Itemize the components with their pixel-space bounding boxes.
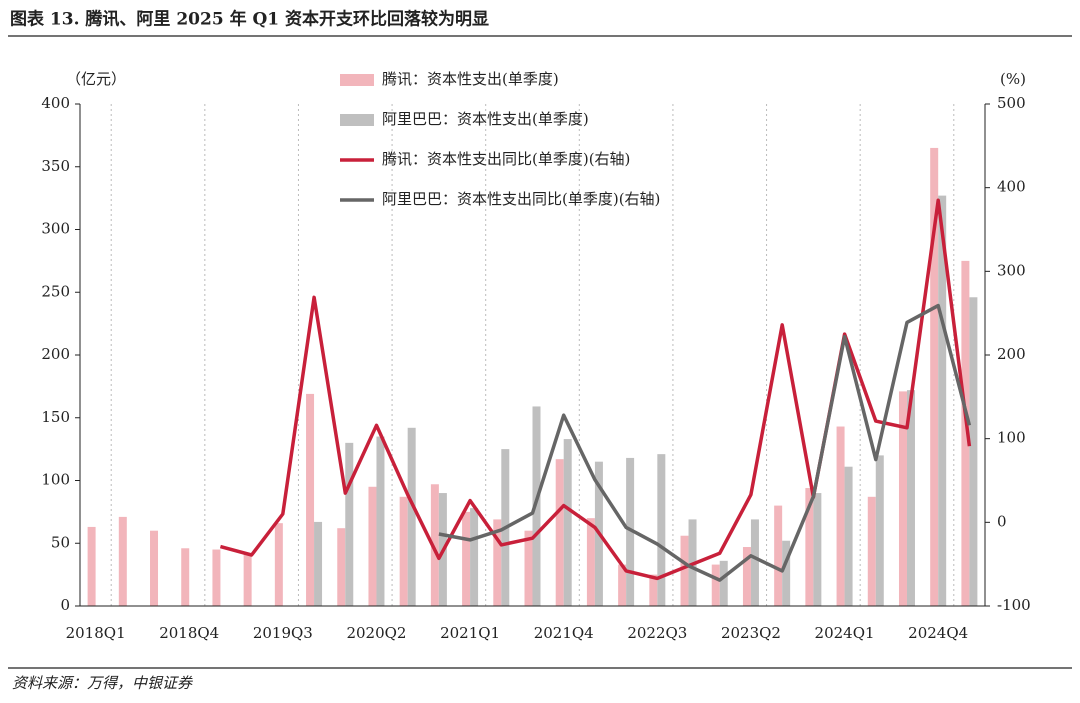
- bar: [618, 564, 627, 606]
- bar: [212, 549, 221, 606]
- bar: [306, 393, 315, 606]
- bar: [711, 564, 720, 606]
- bar: [118, 516, 127, 606]
- bar: [399, 496, 408, 606]
- legend-label: 腾讯：资本性支出(单季度): [382, 70, 559, 88]
- bar: [376, 436, 385, 606]
- y-tick-label: 100: [41, 471, 70, 489]
- bar: [430, 484, 439, 606]
- legend-label: 阿里巴巴：资本性支出(单季度): [382, 110, 589, 128]
- source: 资料来源：万得，中银证券: [12, 674, 193, 692]
- x-tick-label: 2018Q4: [159, 624, 219, 642]
- y2-axis-label: (%): [1000, 70, 1026, 88]
- y-tick-label: 50: [51, 533, 70, 551]
- bar: [470, 508, 479, 606]
- bar: [274, 523, 283, 606]
- bar: [181, 548, 190, 606]
- x-tick-label: 2020Q2: [346, 624, 406, 642]
- legend-label: 腾讯：资本性支出同比(单季度)(右轴): [382, 150, 630, 168]
- bar: [836, 426, 845, 606]
- x-tick-label: 2024Q1: [815, 624, 875, 642]
- y2-tick-label: 200: [997, 345, 1026, 363]
- y2-tick-label: 0: [997, 512, 1007, 530]
- y-tick-label: 350: [41, 157, 70, 175]
- bar: [805, 488, 814, 606]
- y-tick-label: 300: [41, 220, 70, 238]
- bar: [930, 147, 939, 607]
- bar: [462, 511, 471, 606]
- bar: [493, 519, 502, 606]
- bar: [961, 260, 970, 606]
- y-tick-label: 250: [41, 282, 70, 300]
- y-tick-label: 400: [41, 94, 70, 112]
- bar: [345, 442, 354, 606]
- bar: [774, 505, 783, 606]
- x-tick-label: 2023Q2: [721, 624, 781, 642]
- bar: [875, 455, 884, 606]
- x-tick-label: 2018Q1: [66, 624, 126, 642]
- bar: [87, 526, 96, 606]
- x-tick-label: 2021Q4: [534, 624, 594, 642]
- bar: [938, 195, 947, 607]
- bar: [742, 547, 751, 606]
- y2-tick-label: 300: [997, 261, 1026, 279]
- bar: [649, 574, 658, 606]
- chart-title: 图表 13. 腾讯、阿里 2025 年 Q1 资本开支环比回落较为明显: [10, 9, 489, 30]
- bar: [314, 521, 323, 606]
- y-tick-label: 150: [41, 408, 70, 426]
- bar: [750, 519, 759, 606]
- bar: [719, 560, 728, 606]
- legend-label: 阿里巴巴：资本性支出同比(单季度)(右轴): [382, 190, 660, 208]
- bar: [563, 439, 572, 606]
- x-tick-label: 2022Q3: [627, 624, 687, 642]
- y-tick-label: 0: [60, 596, 70, 614]
- bar: [657, 454, 666, 606]
- legend-swatch: [340, 114, 374, 126]
- x-tick-label: 2024Q4: [908, 624, 968, 642]
- line: [219, 198, 972, 581]
- bar: [969, 297, 978, 606]
- bar: [680, 535, 689, 606]
- bar: [368, 486, 377, 606]
- bar: [813, 493, 822, 606]
- y2-tick-label: -100: [997, 596, 1031, 614]
- bar: [844, 466, 853, 606]
- y2-tick-label: 400: [997, 178, 1026, 196]
- line: [438, 303, 972, 582]
- y-tick-label: 200: [41, 345, 70, 363]
- bar: [906, 390, 915, 606]
- bar: [555, 459, 564, 606]
- bar: [626, 457, 635, 606]
- x-tick-label: 2021Q1: [440, 624, 500, 642]
- legend-swatch: [340, 74, 374, 86]
- bar: [337, 528, 346, 606]
- bar: [524, 530, 533, 606]
- y2-tick-label: 500: [997, 94, 1026, 112]
- bar: [407, 427, 416, 606]
- x-tick-label: 2019Q3: [253, 624, 313, 642]
- bar: [898, 391, 907, 606]
- bar: [150, 530, 159, 606]
- bar: [586, 518, 595, 606]
- bar: [867, 496, 876, 606]
- y-axis-label: （亿元）: [66, 70, 126, 88]
- y2-tick-label: 100: [997, 429, 1026, 447]
- bar: [243, 553, 252, 606]
- bar: [782, 540, 791, 606]
